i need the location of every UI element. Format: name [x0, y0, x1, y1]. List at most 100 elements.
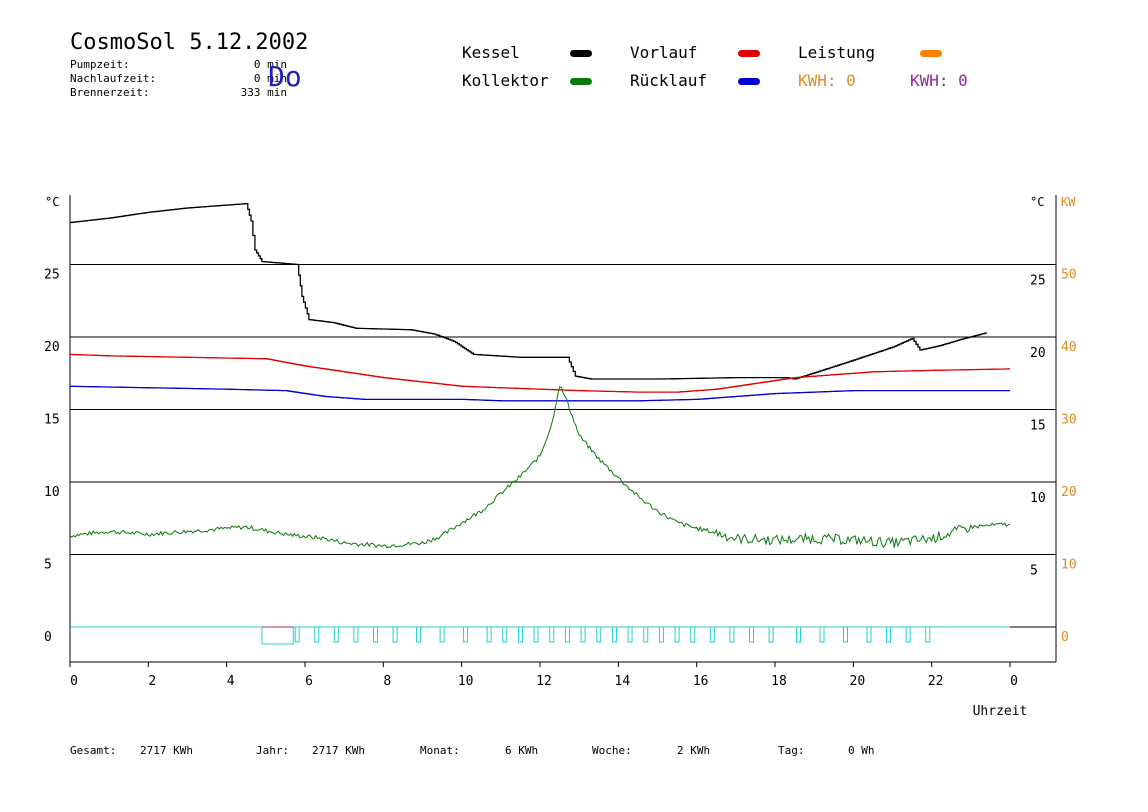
leistung-pulse — [627, 626, 633, 643]
leistung-pulse — [643, 626, 649, 643]
leistung-pulse — [729, 626, 735, 643]
y-right-tick-label: 5 — [1030, 564, 1038, 579]
leistung-pulse — [533, 626, 539, 643]
page-title: CosmoSol 5.12.2002 — [70, 30, 309, 55]
leistung-pulse — [596, 626, 602, 643]
stat-label: Brennerzeit: — [70, 86, 150, 99]
footer-woche-value: 2 KWh — [677, 744, 711, 757]
x-tick-label: 12 — [536, 674, 552, 689]
y-tick-label: 20 — [44, 340, 60, 355]
series-line-kessel — [70, 202, 988, 380]
leistung-pulse — [796, 626, 801, 643]
y-right2-tick-label: 40 — [1061, 340, 1077, 355]
y-right2-tick-label: 20 — [1061, 485, 1077, 500]
leistung-pulse — [314, 626, 320, 643]
legend-label-kessel: Kessel — [462, 43, 520, 62]
x-tick-label: 10 — [458, 674, 474, 689]
y-right-tick-label: 15 — [1030, 419, 1046, 434]
x-tick-label: 14 — [615, 674, 631, 689]
x-tick-label: 4 — [227, 674, 235, 689]
footer-jahr-value: 2717 KWh — [312, 744, 365, 757]
x-axis-label: Uhrzeit — [973, 704, 1028, 719]
x-tick-label: 0 — [1010, 674, 1018, 689]
leistung-pulse — [373, 626, 378, 643]
leistung-pulse — [674, 626, 680, 643]
leistung-pulse — [392, 626, 398, 643]
x-tick-label: 2 — [148, 674, 156, 689]
footer-gesamt-label: Gesamt: — [70, 744, 117, 757]
stat-nachlaufzeit: Nachlaufzeit: 0 min — [70, 72, 287, 85]
stat-value: 0 min — [253, 72, 287, 85]
y-right2-unit: KW — [1061, 195, 1076, 209]
stat-brennerzeit: Brennerzeit: 333 min — [70, 86, 287, 99]
stat-value: 333 min — [240, 86, 287, 99]
footer-tag-label: Tag: — [778, 744, 805, 757]
series-line-ruecklauf — [70, 385, 1010, 402]
y-tick-label: 25 — [44, 268, 60, 283]
leistung-pulse — [486, 626, 492, 643]
leistung-pulse — [580, 626, 586, 643]
footer-woche-label: Woche: — [592, 744, 632, 757]
y-tick-label: 0 — [44, 630, 52, 645]
legend-label-kollektor: Kollektor — [462, 71, 549, 90]
legend-label-leistung: Leistung — [798, 43, 876, 62]
y-right2-tick-label: 50 — [1061, 268, 1077, 283]
stat-value: 0 min — [253, 58, 287, 71]
footer-gesamt-value: 2717 KWh — [140, 744, 193, 757]
leistung-pulse — [463, 626, 469, 643]
legend-swatch-kollektor — [570, 78, 592, 85]
leistung-pulse — [611, 626, 617, 643]
footer-monat-label: Monat: — [420, 744, 460, 757]
leistung-pulse — [690, 626, 696, 643]
leistung-pulse — [768, 626, 774, 643]
y-right2-tick-label: 30 — [1061, 413, 1077, 428]
x-tick-label: 20 — [850, 674, 866, 689]
y-right-unit: °C — [1030, 195, 1044, 209]
leistung-pulse — [843, 626, 848, 643]
x-tick-label: 8 — [383, 674, 391, 689]
y-left-unit: °C — [45, 195, 59, 209]
y-tick-label: 10 — [44, 485, 60, 500]
leistung-pulse — [819, 626, 825, 643]
leistung-pulse — [502, 626, 508, 643]
leistung-block — [261, 626, 294, 645]
leistung-pulse — [564, 626, 570, 643]
footer-tag-value: 0 Wh — [848, 744, 875, 757]
leistung-pulse — [353, 626, 359, 643]
leistung-pulse — [294, 626, 300, 643]
legend-swatch-kessel — [570, 50, 592, 57]
leistung-pulse — [866, 626, 872, 643]
leistung-pulse — [749, 626, 754, 643]
legend-swatch-vorlauf — [738, 50, 760, 57]
stat-label: Nachlaufzeit: — [70, 72, 157, 85]
legend-swatch-leistung — [920, 50, 942, 57]
legend-label-ruecklauf: Rücklauf — [630, 71, 708, 90]
footer-jahr-label: Jahr: — [256, 744, 290, 757]
x-tick-label: 18 — [771, 674, 787, 689]
leistung-pulse — [416, 626, 422, 643]
footer-monat-value: 6 KWh — [505, 744, 539, 757]
series-line-kollektor — [69, 385, 1011, 549]
leistung-pulse — [517, 626, 523, 643]
legend-swatch-ruecklauf — [738, 78, 760, 85]
leistung-pulse — [333, 626, 339, 643]
y-right-tick-label: 10 — [1030, 491, 1046, 506]
weekday-label: Do — [268, 60, 302, 93]
x-tick-label: 6 — [305, 674, 313, 689]
y-right-tick-label: 25 — [1030, 274, 1046, 289]
x-tick-label: 0 — [70, 674, 78, 689]
y-tick-label: 15 — [44, 413, 60, 428]
y-right-tick-label: 20 — [1030, 346, 1046, 361]
kwh-value-2: KWH: 0 — [910, 71, 968, 90]
y-right2-tick-label: 10 — [1061, 558, 1077, 573]
stat-label: Pumpzeit: — [70, 58, 130, 71]
stat-pumpzeit: Pumpzeit: 0 min — [70, 58, 287, 71]
y-right2-tick-label: 0 — [1061, 630, 1069, 645]
leistung-pulse — [549, 626, 555, 643]
legend-label-vorlauf: Vorlauf — [630, 43, 698, 62]
leistung-pulse — [658, 626, 664, 643]
leistung-pulse — [709, 626, 715, 643]
leistung-pulse — [905, 626, 911, 643]
x-tick-label: 22 — [928, 674, 944, 689]
